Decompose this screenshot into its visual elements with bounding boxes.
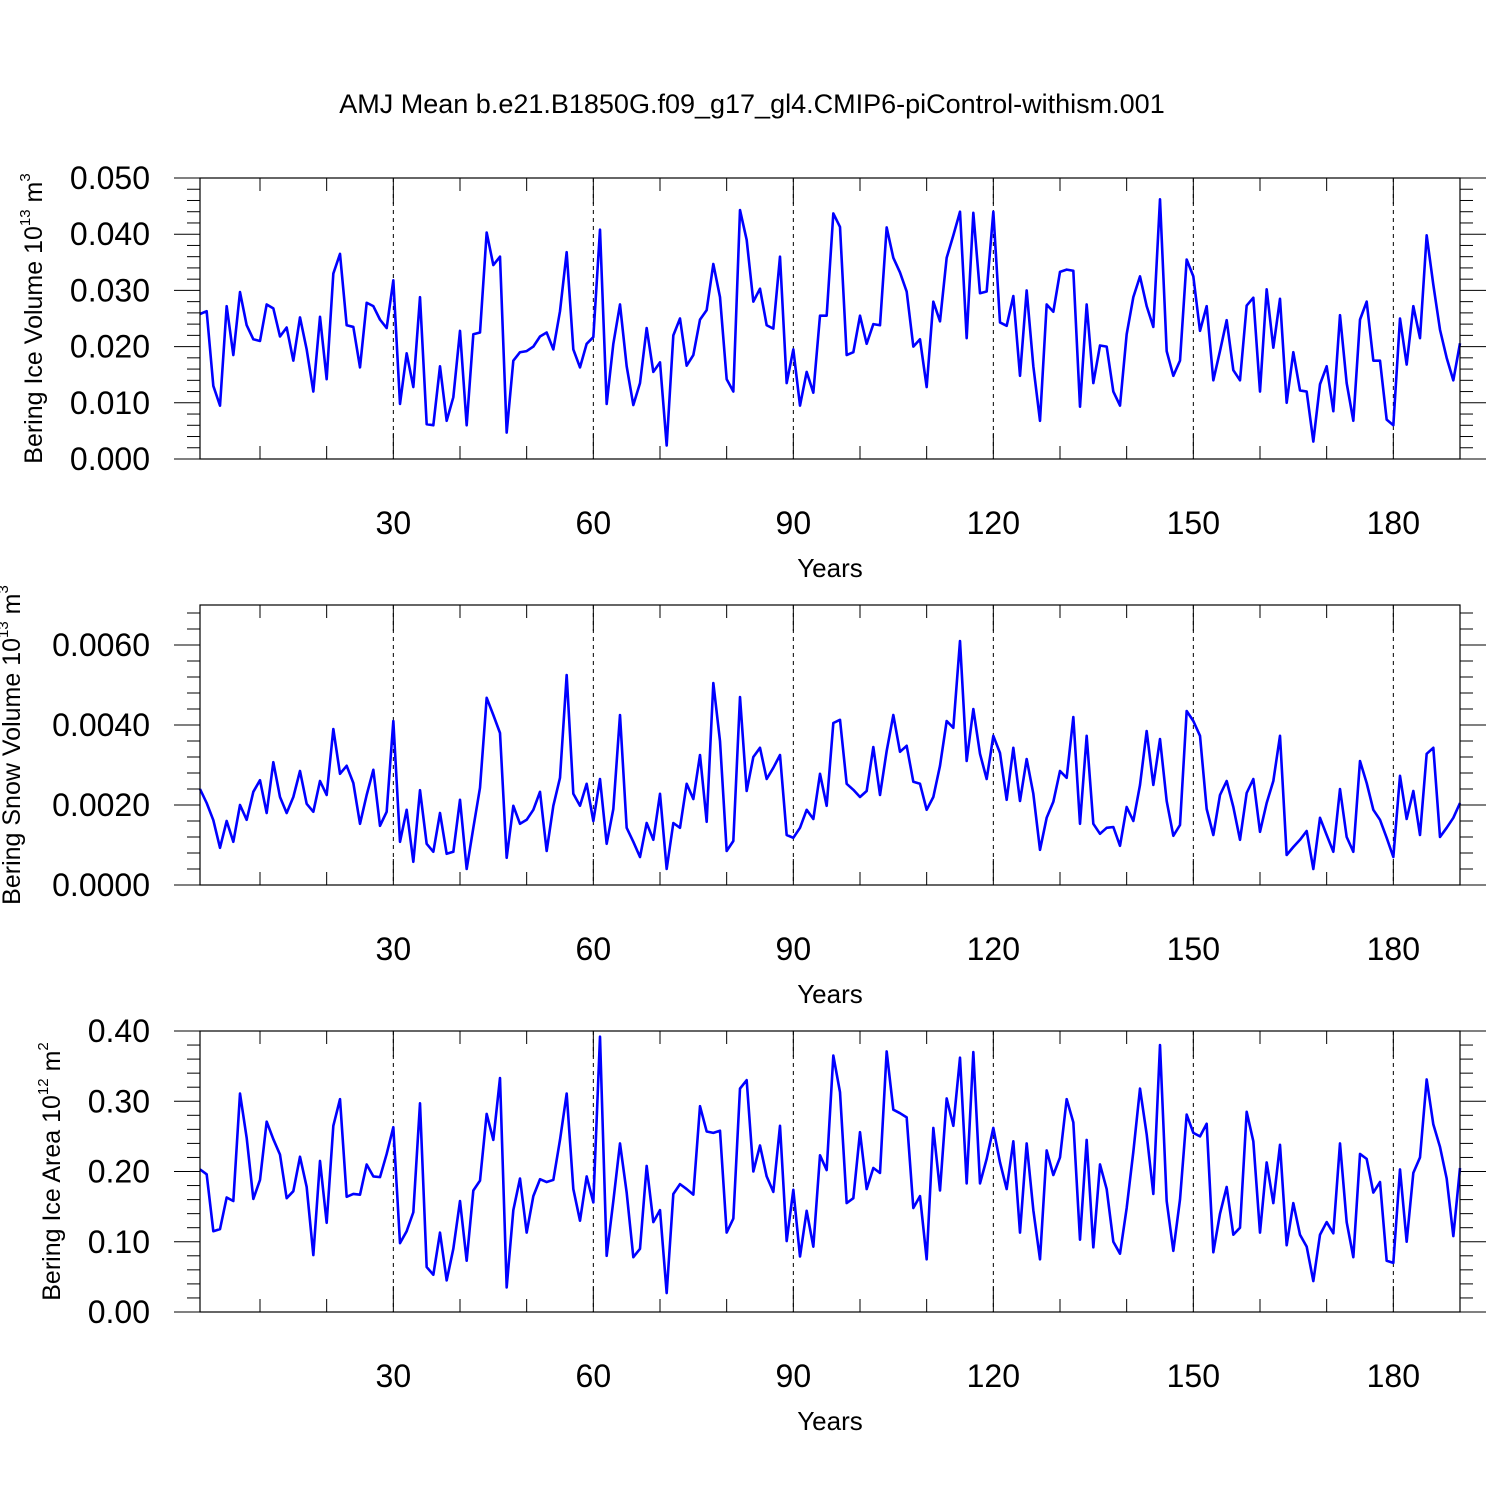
x-tick-label: 120 xyxy=(967,931,1020,967)
plot-frame xyxy=(199,604,1461,886)
plot-frame xyxy=(199,177,1461,460)
y-tick-label: 0.0020 xyxy=(52,787,150,823)
y-tick-label: 0.020 xyxy=(70,329,150,365)
series-line-ice-volume xyxy=(199,198,1462,447)
y-tick-label: 0.010 xyxy=(70,385,150,421)
x-tick-label: 150 xyxy=(1167,931,1220,967)
plot-frame xyxy=(199,1030,1461,1313)
x-tick-label: 60 xyxy=(576,505,612,541)
y-tick-label: 0.000 xyxy=(70,441,150,477)
x-tick-label: 150 xyxy=(1167,1358,1220,1394)
panel-ice-volume: 0.000 0.010 0.020 0.030 0.040 0.050 30 60 90 120 1… xyxy=(17,160,1486,583)
y-tick-label: 0.40 xyxy=(88,1013,150,1049)
x-tick-label: 180 xyxy=(1367,505,1420,541)
x-tick-label: 30 xyxy=(376,1358,412,1394)
x-tick-label: 180 xyxy=(1367,931,1420,967)
x-tick-label: 150 xyxy=(1167,505,1220,541)
x-tick-label: 120 xyxy=(967,505,1020,541)
y-tick-label: 0.0040 xyxy=(52,707,150,743)
y-tick-label: 0.20 xyxy=(88,1154,150,1190)
panel-ice-area: 0.00 0.10 0.20 0.30 0.40 30 60 90 120 150 180 Years… xyxy=(35,1013,1486,1436)
y-axis-label: Bering Snow Volume 1013 m3 xyxy=(0,585,26,905)
x-tick-label: 120 xyxy=(967,1358,1020,1394)
y-tick-label: 0.050 xyxy=(70,160,150,196)
x-tick-label: 90 xyxy=(776,931,812,967)
x-tick-label: 180 xyxy=(1367,1358,1420,1394)
panels: 0.000 0.010 0.020 0.030 0.040 0.050 30 60 90 120 1… xyxy=(0,160,1486,1436)
x-axis-label: Years xyxy=(797,979,863,1009)
y-tick-label: 0.0000 xyxy=(52,867,150,903)
x-axis-label: Years xyxy=(797,1406,863,1436)
y-tick-label: 0.00 xyxy=(88,1294,150,1330)
y-tick-label: 0.10 xyxy=(88,1224,150,1260)
y-tick-label: 0.0060 xyxy=(52,627,150,663)
x-tick-label: 90 xyxy=(776,505,812,541)
x-tick-label: 60 xyxy=(576,1358,612,1394)
y-tick-label: 0.30 xyxy=(88,1083,150,1119)
x-tick-label: 60 xyxy=(576,931,612,967)
y-axis-label: Bering Ice Area 1012 m2 xyxy=(35,1042,66,1301)
x-tick-label: 30 xyxy=(376,931,412,967)
x-axis-label: Years xyxy=(797,553,863,583)
y-axis-label: Bering Ice Volume 1013 m3 xyxy=(17,173,48,463)
series-line-snow-volume xyxy=(198,639,1462,871)
x-tick-label: 30 xyxy=(376,505,412,541)
y-tick-label: 0.030 xyxy=(70,272,150,308)
x-tick-label: 90 xyxy=(776,1358,812,1394)
figure-title: AMJ Mean b.e21.B1850G.f09_g17_gl4.CMIP6-… xyxy=(339,89,1164,119)
series-line-ice-area xyxy=(199,1035,1462,1295)
y-tick-label: 0.040 xyxy=(70,216,150,252)
panel-snow-volume: 0.0000 0.0020 0.0040 0.0060 30 60 90 120 150 180 Y… xyxy=(0,585,1486,1009)
